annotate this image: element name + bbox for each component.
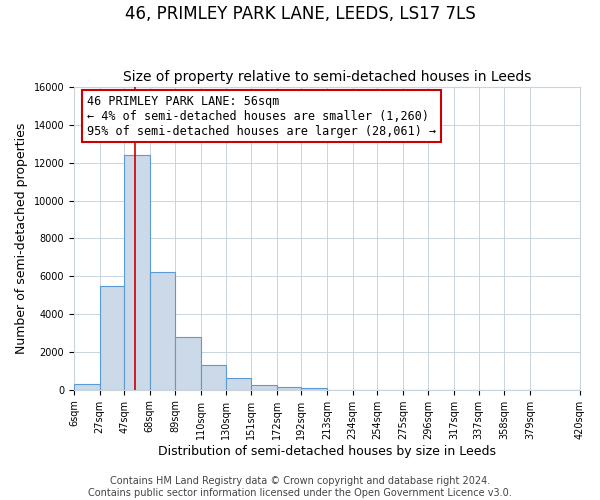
Bar bbox=[124, 155, 150, 390]
Bar bbox=[201, 365, 226, 390]
Y-axis label: Number of semi-detached properties: Number of semi-detached properties bbox=[15, 122, 28, 354]
Bar bbox=[277, 387, 301, 390]
X-axis label: Distribution of semi-detached houses by size in Leeds: Distribution of semi-detached houses by … bbox=[158, 444, 496, 458]
Bar bbox=[175, 337, 201, 390]
Bar bbox=[150, 272, 175, 390]
Text: Contains HM Land Registry data © Crown copyright and database right 2024.
Contai: Contains HM Land Registry data © Crown c… bbox=[88, 476, 512, 498]
Text: 46, PRIMLEY PARK LANE, LEEDS, LS17 7LS: 46, PRIMLEY PARK LANE, LEEDS, LS17 7LS bbox=[125, 5, 475, 23]
Bar bbox=[74, 384, 100, 390]
Bar bbox=[251, 385, 277, 390]
Bar bbox=[100, 286, 124, 390]
Bar bbox=[301, 388, 327, 390]
Title: Size of property relative to semi-detached houses in Leeds: Size of property relative to semi-detach… bbox=[123, 70, 531, 85]
Bar bbox=[226, 378, 251, 390]
Text: 46 PRIMLEY PARK LANE: 56sqm
← 4% of semi-detached houses are smaller (1,260)
95%: 46 PRIMLEY PARK LANE: 56sqm ← 4% of semi… bbox=[86, 94, 436, 138]
